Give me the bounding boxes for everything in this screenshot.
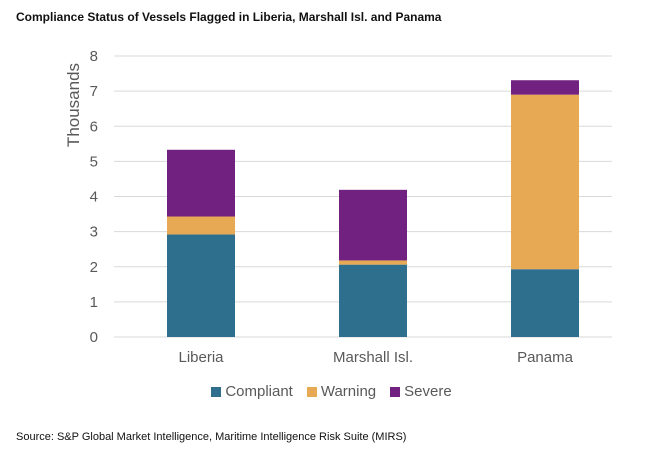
bar-warning bbox=[167, 216, 235, 235]
x-tick-label: Marshall Isl. bbox=[333, 349, 413, 366]
x-tick-label: Liberia bbox=[178, 349, 224, 366]
legend-swatch bbox=[211, 386, 222, 397]
legend-label: Severe bbox=[404, 383, 452, 400]
y-tick-label: 5 bbox=[90, 153, 98, 170]
legend-swatch bbox=[306, 386, 317, 397]
y-tick-label: 2 bbox=[90, 259, 98, 276]
bar-severe bbox=[339, 189, 407, 261]
legend-item: Compliant bbox=[211, 383, 293, 400]
legend-label: Warning bbox=[320, 383, 377, 400]
bar-warning bbox=[511, 94, 579, 270]
bar-severe bbox=[167, 149, 235, 217]
y-tick-label: 0 bbox=[90, 329, 98, 346]
y-tick-label: 1 bbox=[90, 294, 98, 311]
chart-title: Compliance Status of Vessels Flagged in … bbox=[16, 10, 442, 24]
bar-compliant bbox=[167, 234, 235, 337]
y-tick-label: 4 bbox=[90, 189, 98, 206]
legend-item: Warning bbox=[306, 383, 377, 400]
bar-compliant bbox=[339, 264, 407, 337]
bar-compliant bbox=[511, 269, 579, 337]
legend-swatch bbox=[390, 386, 401, 397]
y-tick-label: 7 bbox=[90, 83, 98, 100]
y-tick-label: 8 bbox=[90, 48, 98, 65]
y-tick-label: 3 bbox=[90, 224, 98, 241]
legend-label: Compliant bbox=[225, 383, 293, 400]
source-note: Source: S&P Global Market Intelligence, … bbox=[16, 431, 407, 443]
legend: Compliant Warning Severe bbox=[0, 383, 663, 400]
bar-warning bbox=[339, 260, 407, 265]
x-tick-label: Panama bbox=[517, 349, 574, 366]
bar-severe bbox=[511, 80, 579, 95]
y-tick-label: 6 bbox=[90, 118, 98, 135]
y-axis-title: Thousands bbox=[64, 63, 83, 147]
legend-item: Severe bbox=[390, 383, 452, 400]
